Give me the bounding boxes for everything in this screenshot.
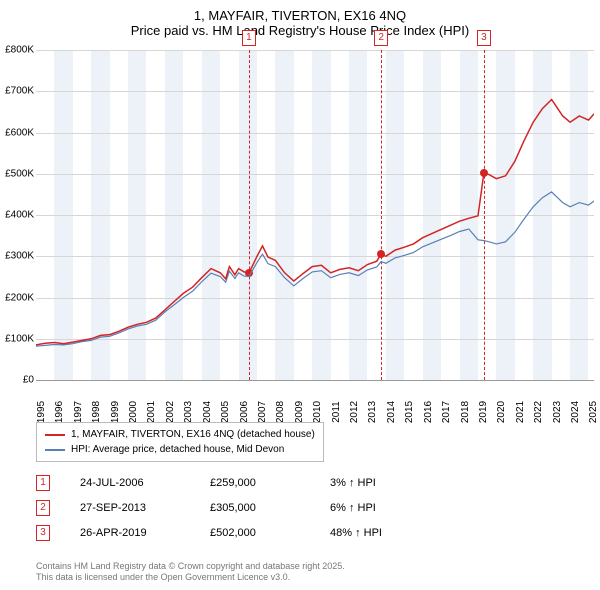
legend-swatch <box>45 449 65 451</box>
x-axis-label: 1995 <box>36 401 47 423</box>
chart-title-address: 1, MAYFAIR, TIVERTON, EX16 4NQ <box>0 0 600 23</box>
y-axis-label: £100K <box>5 333 34 344</box>
table-row: 1 24-JUL-2006£259,0003% ↑ HPI <box>36 470 450 495</box>
table-row: 2 27-SEP-2013£305,0006% ↑ HPI <box>36 495 450 520</box>
transaction-marker-label: 1 <box>242 30 256 46</box>
footer-line-1: Contains HM Land Registry data © Crown c… <box>36 561 345 573</box>
x-axis-label: 2020 <box>496 401 507 423</box>
x-axis-label: 2000 <box>128 401 139 423</box>
x-axis-label: 2012 <box>349 401 360 423</box>
chart-subtitle: Price paid vs. HM Land Registry's House … <box>0 23 600 42</box>
y-axis-label: £0 <box>23 375 34 386</box>
table-row-date: 27-SEP-2013 <box>80 502 210 514</box>
gridline <box>36 380 594 381</box>
table-row-marker: 1 <box>36 475 50 491</box>
footer-line-2: This data is licensed under the Open Gov… <box>36 572 345 584</box>
y-axis-label: £300K <box>5 251 34 262</box>
line-chart-svg <box>36 50 594 380</box>
x-axis-label: 2008 <box>275 401 286 423</box>
y-axis-label: £800K <box>5 45 34 56</box>
x-axis-label: 2014 <box>386 401 397 423</box>
table-row-date: 24-JUL-2006 <box>80 477 210 489</box>
x-axis-label: 2024 <box>570 401 581 423</box>
legend-label: 1, MAYFAIR, TIVERTON, EX16 4NQ (detached… <box>71 427 315 442</box>
legend-item: HPI: Average price, detached house, Mid … <box>45 442 315 457</box>
x-axis-label: 2025 <box>588 401 599 423</box>
series-subject <box>36 100 594 345</box>
legend-label: HPI: Average price, detached house, Mid … <box>71 442 284 457</box>
x-axis-label: 2003 <box>183 401 194 423</box>
x-axis-label: 2019 <box>478 401 489 423</box>
x-axis-label: 2023 <box>552 401 563 423</box>
x-axis-label: 2005 <box>220 401 231 423</box>
x-axis-label: 2009 <box>294 401 305 423</box>
x-axis-label: 2002 <box>165 401 176 423</box>
table-row-price: £305,000 <box>210 502 330 514</box>
x-axis-label: 2010 <box>312 401 323 423</box>
x-axis-label: 2022 <box>533 401 544 423</box>
x-axis-labels: 1995199619971998199920002001200220032004… <box>36 382 594 418</box>
x-axis-label: 1998 <box>91 401 102 423</box>
table-row-price: £502,000 <box>210 527 330 539</box>
table-row: 3 26-APR-2019£502,00048% ↑ HPI <box>36 520 450 545</box>
x-axis-label: 2016 <box>423 401 434 423</box>
y-axis-label: £700K <box>5 86 34 97</box>
x-axis-label: 2015 <box>404 401 415 423</box>
chart-container: 1, MAYFAIR, TIVERTON, EX16 4NQ Price pai… <box>0 0 600 590</box>
table-row-marker: 2 <box>36 500 50 516</box>
x-axis-label: 2001 <box>146 401 157 423</box>
transaction-marker-label: 2 <box>374 30 388 46</box>
table-row-date: 26-APR-2019 <box>80 527 210 539</box>
y-axis-label: £500K <box>5 168 34 179</box>
x-axis-label: 2021 <box>515 401 526 423</box>
x-axis-label: 2017 <box>441 401 452 423</box>
table-row-pct: 3% ↑ HPI <box>330 477 450 489</box>
transaction-marker-label: 3 <box>477 30 491 46</box>
x-axis-label: 2013 <box>367 401 378 423</box>
legend-swatch <box>45 434 65 436</box>
table-row-pct: 48% ↑ HPI <box>330 527 450 539</box>
table-row-marker: 3 <box>36 525 50 541</box>
x-axis-label: 1996 <box>54 401 65 423</box>
transactions-table: 1 24-JUL-2006£259,0003% ↑ HPI 2 27-SEP-2013… <box>36 470 450 545</box>
x-axis-label: 2006 <box>239 401 250 423</box>
x-axis-label: 1999 <box>110 401 121 423</box>
x-axis-label: 2004 <box>202 401 213 423</box>
x-axis-label: 2007 <box>257 401 268 423</box>
y-axis-label: £200K <box>5 292 34 303</box>
table-row-pct: 6% ↑ HPI <box>330 502 450 514</box>
legend-item: 1, MAYFAIR, TIVERTON, EX16 4NQ (detached… <box>45 427 315 442</box>
legend: 1, MAYFAIR, TIVERTON, EX16 4NQ (detached… <box>36 422 324 462</box>
y-axis-label: £600K <box>5 127 34 138</box>
table-row-price: £259,000 <box>210 477 330 489</box>
x-axis-label: 1997 <box>73 401 84 423</box>
y-axis-label: £400K <box>5 210 34 221</box>
x-axis-label: 2011 <box>331 401 342 423</box>
x-axis-label: 2018 <box>460 401 471 423</box>
plot-area: £0£100K£200K£300K£400K£500K£600K£700K£80… <box>36 50 594 380</box>
series-hpi <box>36 192 594 346</box>
footer-attribution: Contains HM Land Registry data © Crown c… <box>36 561 345 584</box>
